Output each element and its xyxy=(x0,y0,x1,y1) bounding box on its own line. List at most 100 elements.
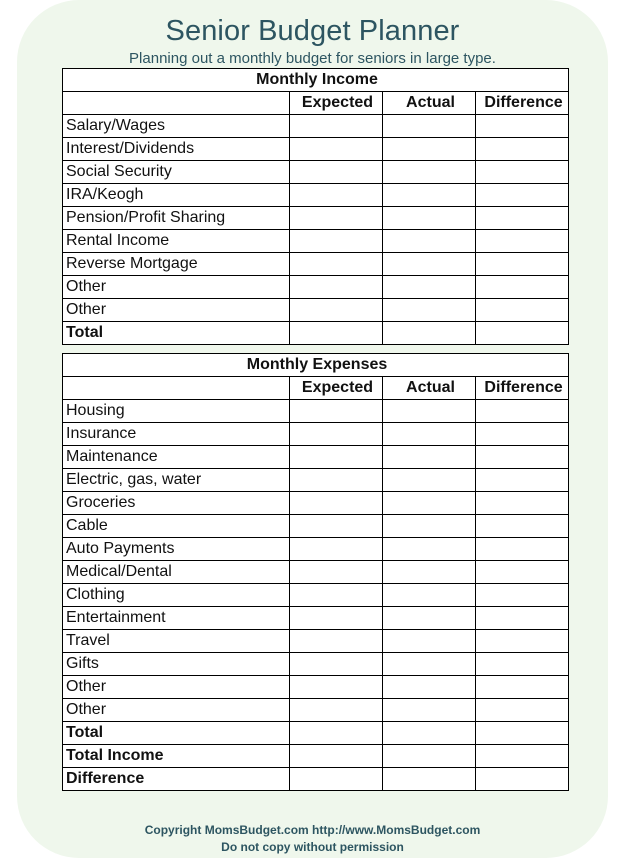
cell-actual[interactable] xyxy=(382,629,476,653)
cell-actual[interactable] xyxy=(382,468,476,492)
cell-expected[interactable] xyxy=(289,675,383,699)
cell-difference[interactable] xyxy=(474,652,570,676)
cell-actual[interactable] xyxy=(382,560,476,584)
cell-difference[interactable] xyxy=(474,491,570,515)
cell-expected[interactable] xyxy=(289,252,383,276)
cell-actual[interactable] xyxy=(382,491,476,515)
cell-expected[interactable] xyxy=(289,183,383,207)
cell-actual[interactable] xyxy=(382,252,476,276)
cell-expected[interactable] xyxy=(289,206,383,230)
cell-actual[interactable] xyxy=(382,583,476,607)
cell-difference[interactable] xyxy=(474,675,570,699)
cell-actual[interactable] xyxy=(382,698,476,722)
cell-expected[interactable] xyxy=(289,229,383,253)
cell-expected[interactable] xyxy=(289,399,383,423)
cell-actual[interactable] xyxy=(382,114,476,138)
cell-difference[interactable] xyxy=(474,298,570,322)
printable-worksheet-page: Senior Budget Planner Planning out a mon… xyxy=(17,0,608,858)
cell-actual[interactable] xyxy=(382,652,476,676)
cell-expected[interactable] xyxy=(289,698,383,722)
expense-row: Total xyxy=(62,721,570,745)
cell-difference[interactable] xyxy=(474,629,570,653)
cell-expected[interactable] xyxy=(289,767,383,791)
cell-expected[interactable] xyxy=(289,275,383,299)
cell-expected[interactable] xyxy=(289,321,383,345)
cell-actual[interactable] xyxy=(382,275,476,299)
cell-actual[interactable] xyxy=(382,767,476,791)
expense-row: Other xyxy=(62,675,570,699)
cell-difference[interactable] xyxy=(474,606,570,630)
cell-actual[interactable] xyxy=(382,399,476,423)
income-row: Social Security xyxy=(62,160,570,184)
row-label: Other xyxy=(62,275,290,299)
cell-difference[interactable] xyxy=(474,721,570,745)
cell-difference[interactable] xyxy=(474,767,570,791)
row-label: Gifts xyxy=(62,652,290,676)
expense-row: Medical/Dental xyxy=(62,560,570,584)
row-label: Rental Income xyxy=(62,229,290,253)
cell-difference[interactable] xyxy=(474,252,570,276)
cell-expected[interactable] xyxy=(289,537,383,561)
cell-actual[interactable] xyxy=(382,206,476,230)
cell-expected[interactable] xyxy=(289,629,383,653)
income-row: Interest/Dividends xyxy=(62,137,570,161)
cell-difference[interactable] xyxy=(474,399,570,423)
cell-expected[interactable] xyxy=(289,560,383,584)
cell-difference[interactable] xyxy=(474,698,570,722)
cell-expected[interactable] xyxy=(289,652,383,676)
cell-actual[interactable] xyxy=(382,137,476,161)
expense-row: Entertainment xyxy=(62,606,570,630)
page-footer: Copyright MomsBudget.com http://www.Moms… xyxy=(17,822,608,856)
cell-actual[interactable] xyxy=(382,321,476,345)
cell-actual[interactable] xyxy=(382,422,476,446)
cell-actual[interactable] xyxy=(382,721,476,745)
row-label: Reverse Mortgage xyxy=(62,252,290,276)
expense-row: Travel xyxy=(62,629,570,653)
cell-difference[interactable] xyxy=(474,114,570,138)
cell-expected[interactable] xyxy=(289,468,383,492)
cell-actual[interactable] xyxy=(382,298,476,322)
cell-expected[interactable] xyxy=(289,422,383,446)
cell-difference[interactable] xyxy=(474,137,570,161)
cell-difference[interactable] xyxy=(474,321,570,345)
cell-actual[interactable] xyxy=(382,229,476,253)
cell-expected[interactable] xyxy=(289,514,383,538)
cell-difference[interactable] xyxy=(474,183,570,207)
cell-difference[interactable] xyxy=(474,275,570,299)
cell-actual[interactable] xyxy=(382,183,476,207)
cell-actual[interactable] xyxy=(382,675,476,699)
cell-difference[interactable] xyxy=(474,468,570,492)
cell-expected[interactable] xyxy=(289,491,383,515)
cell-difference[interactable] xyxy=(474,514,570,538)
cell-actual[interactable] xyxy=(382,537,476,561)
cell-difference[interactable] xyxy=(474,744,570,768)
row-label: Pension/Profit Sharing xyxy=(62,206,290,230)
cell-actual[interactable] xyxy=(382,514,476,538)
cell-actual[interactable] xyxy=(382,160,476,184)
expense-row: Total Income xyxy=(62,744,570,768)
income-header-difference: Difference xyxy=(474,91,570,115)
expenses-section-title-row: Monthly Expenses xyxy=(61,353,570,377)
cell-expected[interactable] xyxy=(289,583,383,607)
cell-expected[interactable] xyxy=(289,160,383,184)
cell-actual[interactable] xyxy=(382,606,476,630)
cell-difference[interactable] xyxy=(474,229,570,253)
income-row: Other xyxy=(62,298,570,322)
cell-expected[interactable] xyxy=(289,721,383,745)
expense-row: Groceries xyxy=(62,491,570,515)
cell-actual[interactable] xyxy=(382,445,476,469)
cell-difference[interactable] xyxy=(474,583,570,607)
cell-expected[interactable] xyxy=(289,606,383,630)
cell-actual[interactable] xyxy=(382,744,476,768)
cell-expected[interactable] xyxy=(289,445,383,469)
cell-expected[interactable] xyxy=(289,298,383,322)
cell-difference[interactable] xyxy=(474,445,570,469)
cell-expected[interactable] xyxy=(289,137,383,161)
cell-expected[interactable] xyxy=(289,744,383,768)
cell-difference[interactable] xyxy=(474,560,570,584)
cell-difference[interactable] xyxy=(474,537,570,561)
cell-difference[interactable] xyxy=(474,206,570,230)
cell-difference[interactable] xyxy=(474,160,570,184)
cell-expected[interactable] xyxy=(289,114,383,138)
cell-difference[interactable] xyxy=(474,422,570,446)
